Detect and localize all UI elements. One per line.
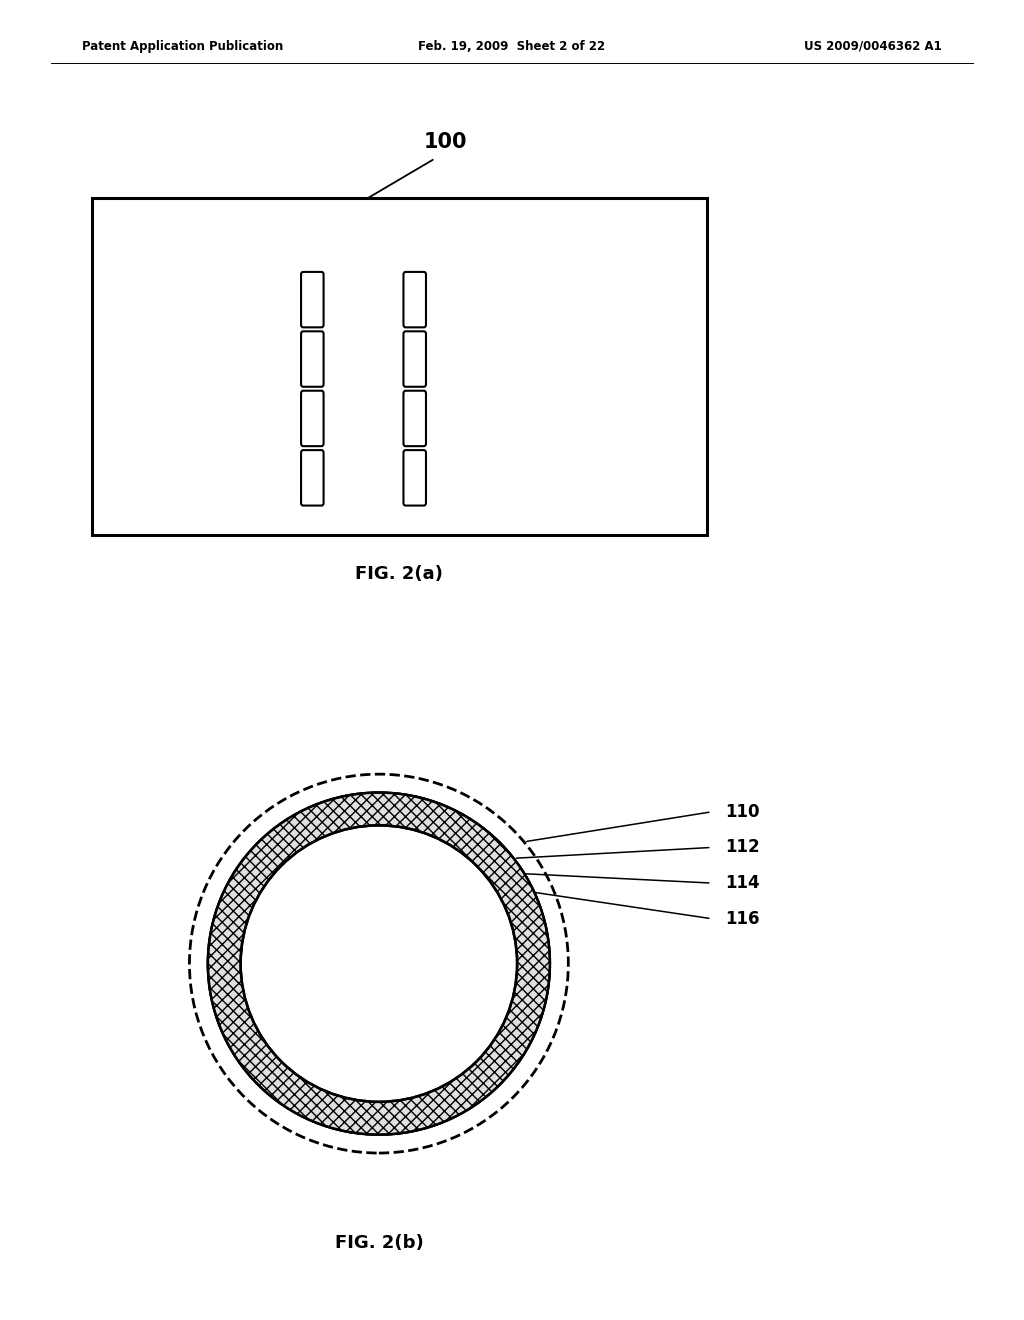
- Text: 112: 112: [725, 838, 760, 857]
- FancyBboxPatch shape: [403, 450, 426, 506]
- FancyBboxPatch shape: [301, 272, 324, 327]
- Ellipse shape: [241, 825, 517, 1102]
- Bar: [92, 198, 707, 535]
- Text: 114: 114: [725, 874, 760, 892]
- Text: Patent Application Publication: Patent Application Publication: [82, 40, 284, 53]
- Text: FIG. 2(a): FIG. 2(a): [355, 565, 443, 583]
- FancyBboxPatch shape: [403, 272, 426, 327]
- Text: US 2009/0046362 A1: US 2009/0046362 A1: [804, 40, 942, 53]
- Text: 110: 110: [725, 803, 760, 821]
- Text: 116: 116: [725, 909, 760, 928]
- FancyBboxPatch shape: [301, 391, 324, 446]
- Text: FIG. 2(b): FIG. 2(b): [335, 1234, 423, 1253]
- FancyBboxPatch shape: [403, 391, 426, 446]
- FancyBboxPatch shape: [301, 450, 324, 506]
- FancyBboxPatch shape: [403, 331, 426, 387]
- Text: Feb. 19, 2009  Sheet 2 of 22: Feb. 19, 2009 Sheet 2 of 22: [419, 40, 605, 53]
- Ellipse shape: [208, 792, 550, 1135]
- Text: 100: 100: [424, 132, 467, 152]
- FancyBboxPatch shape: [301, 331, 324, 387]
- Ellipse shape: [249, 833, 509, 1094]
- Ellipse shape: [208, 792, 550, 1135]
